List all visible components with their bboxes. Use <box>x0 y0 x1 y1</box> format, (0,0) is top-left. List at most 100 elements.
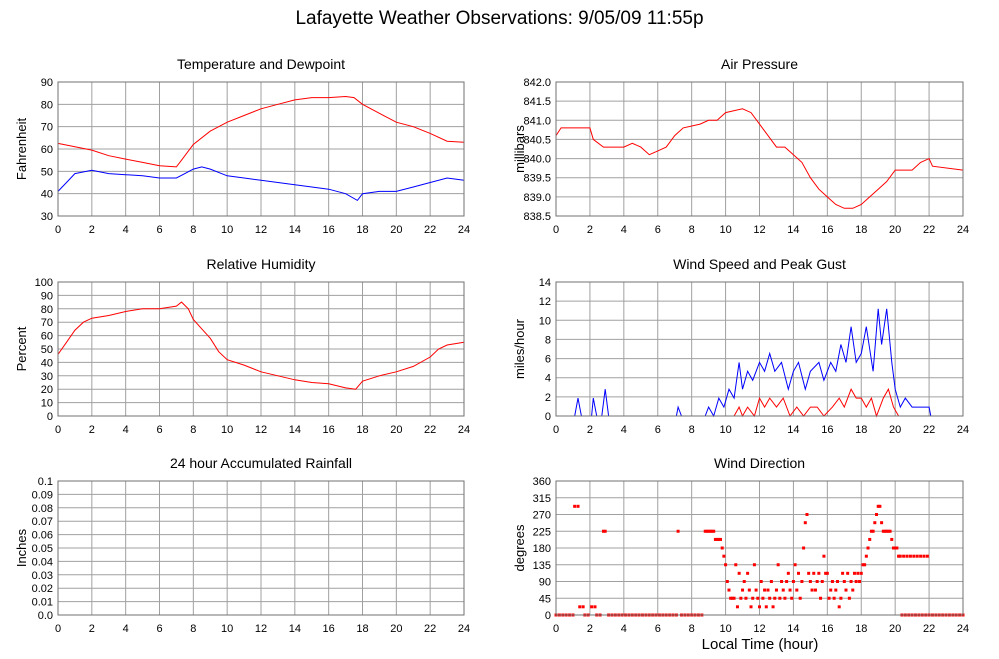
plot-frame <box>57 81 465 217</box>
data-point <box>829 588 833 592</box>
x-tick-label: 4 <box>123 224 129 236</box>
x-tick-label: 14 <box>787 424 799 436</box>
y-tick-label: 14 <box>539 277 551 289</box>
y-tick-label: 12 <box>539 296 551 308</box>
x-tick-label: 12 <box>255 623 267 635</box>
x-tick-label: 24 <box>458 424 470 436</box>
data-point <box>908 554 912 558</box>
data-point <box>839 596 843 600</box>
y-tick-label: 0.03 <box>32 570 53 582</box>
x-tick-label: 10 <box>719 424 731 436</box>
data-point <box>841 571 845 575</box>
x-tick-label: 2 <box>587 224 593 236</box>
x-tick-label: 14 <box>289 623 301 635</box>
data-point <box>703 529 707 533</box>
x-tick-label: 0 <box>553 623 559 635</box>
data-point <box>912 554 916 558</box>
data-point <box>803 521 807 525</box>
chart-title: Temperature and Dewpoint <box>177 56 345 72</box>
data-point <box>788 588 792 592</box>
data-point <box>705 529 709 533</box>
x-tick-label: 24 <box>957 623 969 635</box>
y-tick-label: 0.04 <box>32 556 53 568</box>
data-point <box>812 571 816 575</box>
data-point <box>720 546 724 550</box>
data-point <box>844 588 848 592</box>
plot-frame <box>555 480 964 616</box>
data-point <box>875 513 879 516</box>
data-point <box>863 563 867 567</box>
x-tick-label: 4 <box>123 623 129 635</box>
data-point <box>729 596 733 600</box>
series-line <box>57 166 465 202</box>
x-tick-label: 18 <box>356 224 368 236</box>
data-point <box>797 571 801 575</box>
y-axis-label: miles/hour <box>512 318 527 379</box>
data-point <box>761 596 765 600</box>
x-tick-label: 24 <box>458 224 470 236</box>
data-point <box>861 563 865 567</box>
data-point <box>880 521 884 525</box>
data-point <box>902 554 906 558</box>
data-point <box>905 554 909 558</box>
x-tick-label: 16 <box>821 224 833 236</box>
data-point <box>915 554 919 558</box>
data-point <box>893 546 897 550</box>
data-point <box>730 596 734 600</box>
y-tick-label: 90 <box>41 290 53 302</box>
x-tick-label: 2 <box>89 623 95 635</box>
data-point <box>886 529 890 533</box>
x-tick-label: 16 <box>821 424 833 436</box>
data-point <box>744 596 748 600</box>
plot-frame <box>57 281 465 417</box>
x-tick-label: 6 <box>655 224 661 236</box>
y-tick-label: 841.5 <box>523 96 551 108</box>
y-axis-label: Percent <box>14 326 29 371</box>
chart-title: 24 hour Accumulated Rainfall <box>170 455 352 471</box>
data-point <box>827 596 831 600</box>
data-point <box>785 580 789 583</box>
data-point <box>834 588 838 592</box>
data-point <box>722 554 726 558</box>
y-tick-label: 100 <box>35 277 53 289</box>
x-tick-label: 4 <box>621 424 627 436</box>
data-point <box>758 605 761 609</box>
data-point <box>895 546 899 550</box>
data-point <box>774 588 778 592</box>
y-tick-label: 0.1 <box>38 476 53 488</box>
data-point <box>813 588 817 592</box>
data-point <box>852 571 856 575</box>
x-tick-label: 2 <box>587 623 593 635</box>
data-point <box>885 529 889 533</box>
data-point <box>856 571 860 575</box>
x-tick-label: 16 <box>323 623 335 635</box>
data-point <box>747 588 751 592</box>
data-point <box>773 596 777 600</box>
data-point <box>925 554 929 558</box>
x-tick-label: 20 <box>390 623 402 635</box>
y-tick-label: 40 <box>41 189 53 201</box>
data-point <box>759 580 763 583</box>
data-point <box>707 529 711 533</box>
data-point <box>746 571 750 575</box>
data-point <box>817 571 821 575</box>
x-tick-label: 20 <box>889 224 901 236</box>
x-tick-label: 12 <box>255 424 267 436</box>
data-point <box>891 546 895 550</box>
y-axis-label: millibars <box>512 125 527 173</box>
x-tick-label: 4 <box>621 623 627 635</box>
x-tick-label: 24 <box>458 623 470 635</box>
x-tick-label: 18 <box>356 424 368 436</box>
y-tick-label: 10 <box>539 315 551 327</box>
data-point <box>573 504 577 508</box>
data-point <box>851 588 855 592</box>
data-point <box>858 580 862 583</box>
data-point <box>754 588 758 592</box>
plot-frame <box>555 81 964 217</box>
y-tick-label: 841.0 <box>523 115 551 127</box>
y-axis-label: Fahrenheit <box>14 118 29 181</box>
data-point <box>780 580 784 583</box>
x-tick-label: 6 <box>156 623 162 635</box>
data-point <box>919 554 923 558</box>
